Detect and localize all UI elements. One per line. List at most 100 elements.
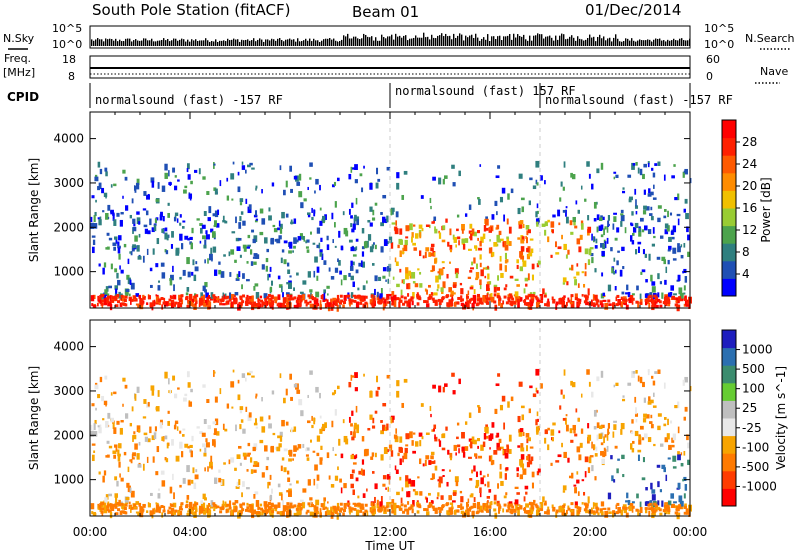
power-cell [274,238,278,242]
power-cell [193,295,197,299]
velocity-cell [654,504,658,508]
velocity-cell [207,466,209,472]
velocity-cell [517,445,521,448]
power-cell [356,219,360,226]
noise-bar [201,40,203,46]
power-cell [242,244,247,249]
velocity-cell [372,417,375,424]
velocity-cell [653,443,656,447]
power-cell [449,294,453,297]
power-cell [195,300,198,304]
velocity-cell [224,428,228,432]
velocity-cell [172,511,176,515]
power-cell [221,297,225,301]
power-cell [620,296,623,301]
velocity-cell [367,427,371,431]
velocity-cell [218,477,222,483]
power-cell [480,301,484,305]
velocity-cell [386,474,391,480]
power-cell [90,222,94,230]
velocity-cell [421,436,424,440]
power-cell [435,275,439,283]
velocity-cell [524,485,529,490]
power-cell [432,299,436,303]
power-cell [135,293,140,297]
velocity-cell [456,509,460,513]
power-cell [237,303,241,311]
power-cell [132,244,136,249]
power-cell [191,271,194,276]
velocity-cell [288,458,292,462]
power-cell [587,215,590,221]
power-cell [253,285,256,291]
power-cell [252,256,256,259]
noise-search-dot [521,41,522,43]
power-cell [446,273,449,279]
velocity-cell [253,493,256,499]
velocity-cell [350,423,353,427]
power-cell [253,301,257,305]
velocity-cell [361,506,365,510]
power-cell [418,297,422,301]
velocity-cell [661,464,666,470]
power-cell [245,198,248,204]
power-cell [350,223,353,228]
power-cell [288,282,292,289]
power-cell [469,270,473,273]
power-cell [191,227,194,234]
power-cell [408,270,412,276]
power-cell [299,295,303,301]
velocity-cell [160,470,165,475]
velocity-cell [199,505,203,509]
velocity-cell [232,509,236,513]
power-cell [334,245,337,248]
noise-search-dot [223,41,224,43]
velocity-cell [663,382,666,389]
power-cell [241,161,244,165]
velocity-cell [569,509,574,513]
power-cell [223,294,226,300]
velocity-cell [282,505,287,512]
noise-search-dot [327,42,328,44]
velocity-cell [177,387,180,390]
velocity-cell [235,424,237,432]
power-cell [610,247,613,252]
power-cell [449,249,453,253]
power-cell [383,239,388,246]
power-cell [239,202,243,206]
velocity-cell [398,446,402,453]
velocity-cell [362,511,367,517]
velocity-cell [203,510,207,515]
power-cell [645,206,650,211]
power-cell [643,225,648,231]
power-cell [555,241,557,248]
power-cell [264,237,268,244]
velocity-cell [257,506,261,510]
power-cell [641,269,646,273]
velocity-cell [671,504,675,508]
x-tick-label: 04:00 [173,525,208,539]
power-cell [234,292,239,296]
power-cell [634,205,639,209]
colorbar-tick-label: -100 [742,440,769,454]
noise-bar [499,35,501,46]
power-cell [305,246,309,249]
power-cell [657,217,661,223]
power-cell [576,271,580,276]
velocity-cell [537,468,541,474]
velocity-cell [521,414,525,421]
power-cell [555,303,558,310]
velocity-cell [155,509,159,513]
noise-search-dot [419,42,420,44]
power-cell [91,246,95,254]
velocity-cell [631,505,635,509]
velocity-cell [276,511,280,515]
velocity-cell [263,501,268,507]
power-cell [295,299,299,303]
power-cell [357,294,361,298]
power-cell [168,302,173,306]
velocity-cell [627,382,632,386]
noise-search-dot [567,41,568,43]
power-cell [261,218,266,225]
velocity-cell [187,446,190,449]
